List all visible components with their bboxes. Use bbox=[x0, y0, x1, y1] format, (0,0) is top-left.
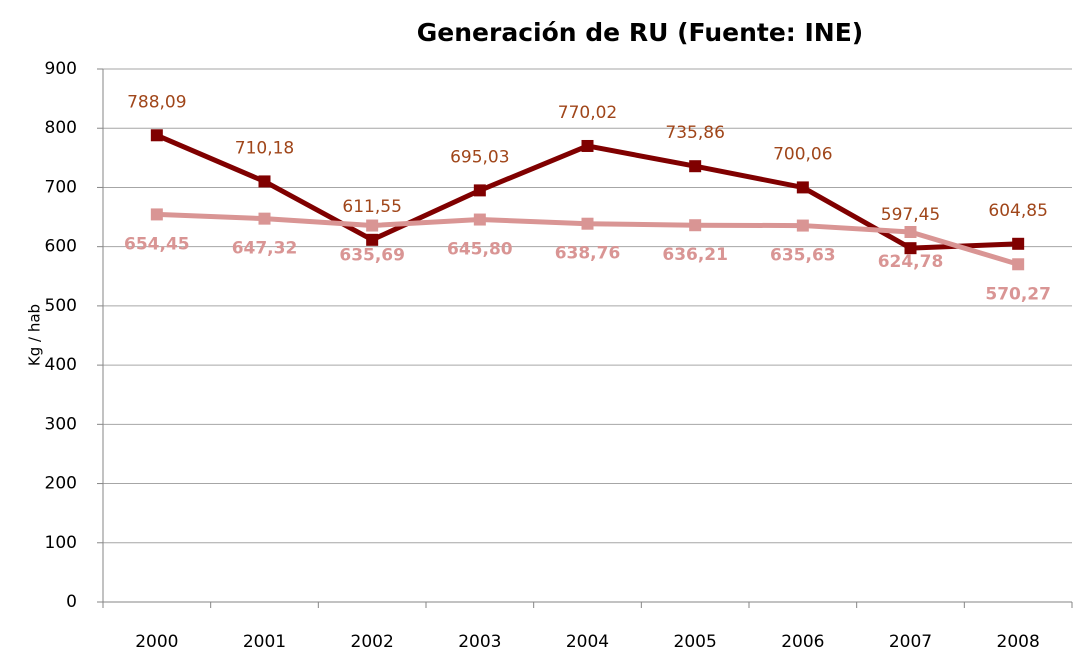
marker bbox=[796, 219, 809, 232]
marker bbox=[366, 233, 379, 246]
x-tick-label: 2006 bbox=[781, 632, 824, 652]
y-tick-label: 700 bbox=[45, 177, 77, 197]
data-label: 604,85 bbox=[988, 201, 1047, 221]
marker bbox=[258, 212, 271, 225]
marker bbox=[581, 139, 594, 152]
y-tick-label: 200 bbox=[45, 474, 77, 494]
marker bbox=[366, 219, 379, 232]
x-tick-label: 2000 bbox=[135, 632, 178, 652]
data-label: 635,63 bbox=[770, 246, 836, 266]
marker bbox=[904, 242, 917, 255]
marker bbox=[150, 208, 163, 221]
data-label: 638,76 bbox=[555, 244, 621, 264]
data-label: 636,21 bbox=[662, 245, 728, 265]
y-tick-label: 500 bbox=[45, 296, 77, 316]
y-tick-label: 0 bbox=[66, 592, 77, 612]
x-tick-label: 2004 bbox=[566, 632, 609, 652]
x-tick-label: 2003 bbox=[458, 632, 501, 652]
data-label: 695,03 bbox=[450, 147, 509, 167]
y-tick-label: 800 bbox=[45, 118, 77, 138]
x-tick-label: 2005 bbox=[674, 632, 717, 652]
y-axis-label: Kg / hab bbox=[26, 304, 44, 366]
x-tick-label: 2002 bbox=[351, 632, 394, 652]
data-label: 624,78 bbox=[878, 252, 944, 272]
x-tick-label: 2001 bbox=[243, 632, 286, 652]
y-tick-label: 900 bbox=[45, 59, 77, 79]
data-label: 788,09 bbox=[127, 92, 186, 112]
marker bbox=[689, 160, 702, 173]
marker bbox=[1012, 258, 1025, 271]
data-label: 611,55 bbox=[342, 197, 401, 217]
marker bbox=[581, 217, 594, 230]
data-label: 597,45 bbox=[881, 205, 940, 225]
y-tick-label: 600 bbox=[45, 237, 77, 257]
data-label: 645,80 bbox=[447, 240, 513, 260]
marker bbox=[904, 225, 917, 238]
data-label: 770,02 bbox=[558, 103, 617, 123]
y-tick-label: 400 bbox=[45, 355, 77, 375]
x-tick-label: 2008 bbox=[997, 632, 1040, 652]
y-tick-label: 300 bbox=[45, 414, 77, 434]
marker bbox=[258, 175, 271, 188]
data-label: 710,18 bbox=[235, 138, 294, 158]
x-tick-label: 2007 bbox=[889, 632, 932, 652]
marker bbox=[473, 184, 486, 197]
data-label: 700,06 bbox=[773, 144, 832, 164]
marker bbox=[689, 219, 702, 232]
data-label: 635,69 bbox=[339, 246, 405, 266]
data-label: 647,32 bbox=[232, 239, 298, 259]
data-label: 570,27 bbox=[985, 284, 1051, 304]
y-tick-label: 100 bbox=[45, 533, 77, 553]
marker bbox=[1012, 237, 1025, 250]
marker bbox=[796, 181, 809, 194]
marker bbox=[473, 213, 486, 226]
data-label: 735,86 bbox=[665, 123, 724, 143]
chart-title: Generación de RU (Fuente: INE) bbox=[417, 18, 863, 47]
data-label: 654,45 bbox=[124, 234, 190, 254]
marker bbox=[150, 129, 163, 142]
